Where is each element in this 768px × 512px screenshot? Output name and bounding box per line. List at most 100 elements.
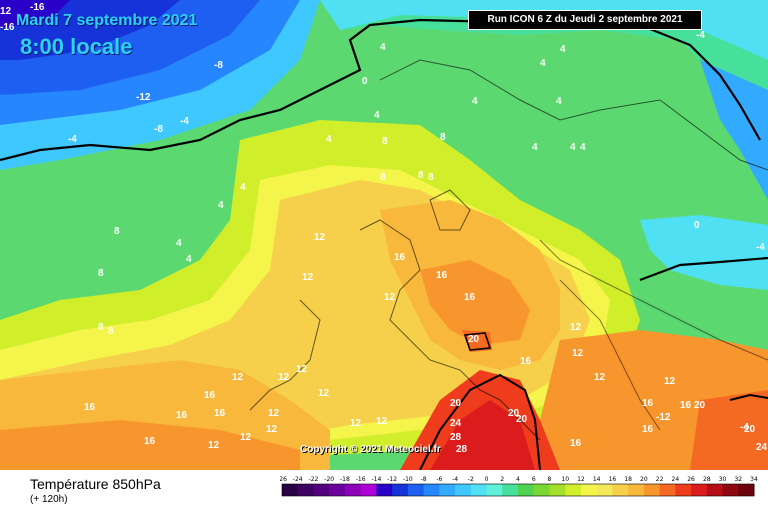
legend-swatch xyxy=(439,484,456,496)
color-scale-legend: -26-24-22-20-18-16-14-12-10-8-6-4-202468… xyxy=(280,476,758,497)
isotherm-label: 16 xyxy=(570,438,582,449)
isotherm-label: 4 xyxy=(556,96,562,107)
isotherm-label: 8 xyxy=(382,136,388,147)
legend-tick-label: 8 xyxy=(548,476,552,483)
legend-tick-label: 18 xyxy=(624,476,632,483)
isotherm-label: 12 xyxy=(664,376,676,387)
legend-border xyxy=(281,483,755,497)
legend-swatch xyxy=(643,484,661,496)
forecast-lead-time: (+ 120h) xyxy=(30,494,68,505)
legend-swatch xyxy=(297,484,314,496)
copyright-text: Copyright © 2021 Meteociel.fr xyxy=(300,444,441,455)
legend-tick-label: -24 xyxy=(293,476,303,483)
legend-swatch xyxy=(329,484,346,496)
isotherm-label: 8 xyxy=(114,226,120,237)
corner-label: -16 xyxy=(0,22,15,33)
legend-tick-label: -22 xyxy=(309,476,319,483)
isotherm-label: 16 xyxy=(520,356,532,367)
legend-swatch xyxy=(282,484,299,496)
isotherm-label: 4 xyxy=(540,58,546,69)
isotherm-label: 12 xyxy=(594,372,606,383)
isotherm-label: -8 xyxy=(214,60,223,71)
isotherm-label: -4 xyxy=(68,134,77,145)
legend-tick-label: 20 xyxy=(640,476,648,483)
isotherm-label: 28 xyxy=(450,432,462,443)
isotherm-label: -4 xyxy=(756,242,765,253)
isotherm-label: 8 xyxy=(418,170,424,181)
isotherm-label: 4 xyxy=(580,142,586,153)
legend-tick-label: -6 xyxy=(436,476,442,483)
legend-tick-label: 10 xyxy=(561,476,569,483)
legend-swatch xyxy=(533,484,550,496)
legend-tick-label: 24 xyxy=(672,476,680,483)
legend-tick-label: -8 xyxy=(421,476,427,483)
legend-tick-label: -14 xyxy=(371,476,381,483)
legend-swatch xyxy=(423,484,440,496)
isotherm-label: 0 xyxy=(694,220,700,231)
legend-tick-label: 12 xyxy=(577,476,585,483)
isotherm-label: 4 xyxy=(176,238,182,249)
isotherm-label: 16 xyxy=(642,424,654,435)
isotherm-label: 20 xyxy=(516,414,528,425)
isotherm-label: 20 xyxy=(694,400,706,411)
legend-swatch xyxy=(738,484,755,496)
isotherm-label: 4 xyxy=(240,182,246,193)
isotherm-label: 12 xyxy=(268,408,280,419)
legend-swatch xyxy=(486,484,503,496)
legend-tick-label: 16 xyxy=(609,476,617,483)
isotherm-label: 4 xyxy=(570,142,576,153)
isotherm-label: 4 xyxy=(218,200,224,211)
legend-tick-label: 4 xyxy=(516,476,520,483)
isotherm-label: 20 xyxy=(744,424,756,435)
isotherm-label: 16 xyxy=(214,408,226,419)
isotherm-label: -12 xyxy=(136,92,151,103)
isotherm-label: 12 xyxy=(232,372,244,383)
isotherm-label: 4 xyxy=(532,142,538,153)
isotherm-label: 16 xyxy=(144,436,156,447)
legend-tick-label: -20 xyxy=(324,476,334,483)
isotherm-label: 20 xyxy=(450,398,462,409)
isotherm-label: 16 xyxy=(394,252,406,263)
isotherm-label: 20 xyxy=(508,408,520,419)
isotherm-label: -4 xyxy=(740,422,749,433)
legend-swatch xyxy=(470,484,488,496)
legend-tick-label: 34 xyxy=(750,476,758,483)
isotherm-label: 12 xyxy=(384,292,396,303)
legend-tick-label: -16 xyxy=(356,476,366,483)
isotherm-label: 12 xyxy=(376,416,388,427)
isotherm-label: 12 xyxy=(278,372,290,383)
legend-swatch xyxy=(612,484,629,496)
isotherm-label: 24 xyxy=(450,418,462,429)
forecast-date: Mardi 7 septembre 2021 xyxy=(16,12,198,29)
isotherm-label: 4 xyxy=(472,96,478,107)
isotherm-label: 4 xyxy=(374,110,380,121)
isotherm-label: 8 xyxy=(98,268,104,279)
legend-swatch xyxy=(580,484,598,496)
legend-tick-label: 30 xyxy=(719,476,727,483)
legend-swatch xyxy=(502,484,519,496)
isotherm-label: 16 xyxy=(680,400,692,411)
field-title: Température 850hPa xyxy=(30,476,161,492)
corner-label: 12 xyxy=(0,6,12,17)
isotherm-label: 28 xyxy=(456,444,468,455)
isotherm-label: 4 xyxy=(560,44,566,55)
isotherm-label: -8 xyxy=(154,124,163,135)
isotherm-label: 0 xyxy=(362,76,368,87)
legend-swatch xyxy=(392,484,409,496)
isotherm-label: 8 xyxy=(440,132,446,143)
isotherm-label: 16 xyxy=(642,398,654,409)
isotherm-label: 16 xyxy=(436,270,448,281)
isotherm-label: 12 xyxy=(266,424,278,435)
legend-tick-label: 32 xyxy=(734,476,742,483)
isotherm-label: 12 xyxy=(318,388,330,399)
legend-swatch xyxy=(659,484,676,496)
isotherm-label: 4 xyxy=(380,42,386,53)
isotherm-label: 4 xyxy=(186,254,192,265)
isotherm-label: 20 xyxy=(468,334,480,345)
isotherm-label: 8 xyxy=(98,322,104,333)
legend-swatch xyxy=(313,484,330,496)
legend-swatch xyxy=(722,484,739,496)
isotherm-label: 8 xyxy=(108,326,114,337)
isotherm-label: 16 xyxy=(84,402,96,413)
